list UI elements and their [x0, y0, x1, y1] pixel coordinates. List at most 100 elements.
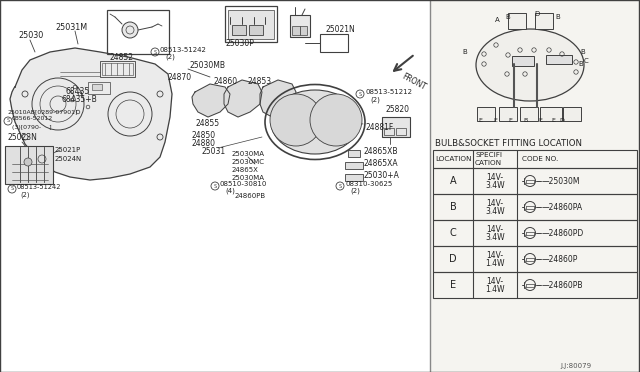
Text: 3.4W: 3.4W — [485, 206, 505, 215]
Text: —25030M: —25030M — [542, 176, 580, 186]
Text: 25023N: 25023N — [8, 134, 38, 142]
Text: (3)[0790-    ]: (3)[0790- ] — [12, 125, 52, 129]
Bar — [249, 25, 263, 35]
Text: 25010AB[0289-07901]: 25010AB[0289-07901] — [8, 109, 79, 115]
Text: 14V-: 14V- — [486, 276, 504, 285]
Bar — [102, 63, 133, 75]
Text: 24865XB: 24865XB — [363, 148, 397, 157]
Bar — [512, 56, 534, 66]
Text: 24860: 24860 — [213, 77, 237, 87]
Text: B: B — [580, 49, 586, 55]
Text: S: S — [339, 183, 342, 189]
Bar — [292, 26, 300, 35]
Text: 25024N: 25024N — [55, 156, 83, 162]
Bar — [382, 117, 410, 137]
Bar — [433, 272, 637, 298]
Text: 25030MC: 25030MC — [232, 159, 265, 165]
Bar — [563, 107, 581, 121]
Text: C: C — [584, 58, 589, 64]
Text: BULB&SOCKET FITTING LOCATION: BULB&SOCKET FITTING LOCATION — [435, 140, 582, 148]
Text: 08513-51242: 08513-51242 — [17, 184, 61, 190]
Text: D: D — [534, 11, 540, 17]
Text: 24881F: 24881F — [365, 122, 393, 131]
Text: 24850: 24850 — [192, 131, 216, 140]
Text: CODE NO.: CODE NO. — [522, 156, 558, 162]
Text: S: S — [154, 49, 157, 55]
Bar — [225, 6, 277, 42]
Text: 08510-30810: 08510-30810 — [220, 181, 268, 187]
Text: 3.4W: 3.4W — [485, 232, 505, 241]
Text: 08513-51242: 08513-51242 — [160, 47, 207, 53]
Text: 24865XA: 24865XA — [363, 160, 397, 169]
Text: 25031: 25031 — [202, 147, 226, 155]
Text: 14V-: 14V- — [486, 224, 504, 234]
Bar — [477, 107, 495, 121]
Bar — [433, 194, 637, 220]
Bar — [520, 107, 538, 121]
Bar — [232, 25, 246, 35]
Text: 25820: 25820 — [385, 105, 409, 113]
Text: —24860PD: —24860PD — [542, 228, 584, 237]
Text: 24865X: 24865X — [232, 167, 259, 173]
Bar — [107, 10, 169, 54]
Text: 24852: 24852 — [110, 52, 134, 61]
Text: 24870: 24870 — [168, 73, 192, 81]
Bar — [345, 174, 363, 181]
Bar — [300, 26, 307, 35]
Bar — [433, 150, 637, 168]
Text: 1.4W: 1.4W — [485, 285, 505, 294]
Bar — [88, 82, 110, 94]
Ellipse shape — [271, 90, 359, 154]
Bar — [433, 246, 637, 272]
Text: FRONT: FRONT — [400, 72, 427, 92]
Text: S: S — [6, 119, 10, 124]
Text: —24860P: —24860P — [542, 254, 579, 263]
Text: 24880: 24880 — [192, 138, 216, 148]
Bar — [348, 150, 360, 157]
Text: 25030+A: 25030+A — [363, 171, 399, 180]
Bar — [433, 168, 637, 194]
Bar — [290, 15, 310, 37]
Text: E: E — [538, 118, 542, 122]
Text: B: B — [579, 61, 583, 67]
Polygon shape — [192, 84, 230, 117]
Text: 08566-52012: 08566-52012 — [12, 116, 53, 122]
Text: 24855: 24855 — [196, 119, 220, 128]
Text: 25030MA: 25030MA — [232, 175, 265, 181]
Text: E: E — [493, 118, 497, 122]
Circle shape — [310, 94, 362, 146]
Text: —24860PA: —24860PA — [542, 202, 583, 212]
Text: 25030MA: 25030MA — [232, 151, 265, 157]
Bar — [345, 162, 363, 169]
Bar — [320, 34, 348, 52]
Bar — [396, 128, 406, 135]
Polygon shape — [260, 80, 296, 117]
Text: E: E — [551, 118, 555, 122]
Circle shape — [24, 158, 32, 166]
Text: D: D — [449, 254, 457, 264]
Text: (2): (2) — [20, 192, 29, 198]
Bar — [430, 0, 640, 372]
Text: 25021N: 25021N — [325, 25, 355, 33]
Bar — [499, 107, 517, 121]
Text: 68435+B: 68435+B — [62, 96, 98, 105]
Bar — [546, 55, 572, 64]
Text: S: S — [213, 183, 216, 189]
Text: 14V-: 14V- — [486, 250, 504, 260]
Text: 24853: 24853 — [248, 77, 272, 87]
Text: 14V-: 14V- — [486, 199, 504, 208]
Text: E: E — [478, 118, 482, 122]
Text: D: D — [559, 118, 564, 122]
Text: A: A — [450, 176, 456, 186]
Text: S: S — [358, 92, 362, 96]
Circle shape — [122, 22, 138, 38]
Text: S: S — [10, 186, 13, 192]
Text: 25030P: 25030P — [225, 39, 254, 48]
Text: 25030MB: 25030MB — [190, 61, 226, 71]
Text: (4): (4) — [225, 188, 235, 194]
Bar — [384, 128, 394, 135]
Text: 25030: 25030 — [18, 32, 44, 41]
Text: LOCATION: LOCATION — [435, 156, 472, 162]
Text: B: B — [506, 14, 510, 20]
Circle shape — [270, 94, 322, 146]
